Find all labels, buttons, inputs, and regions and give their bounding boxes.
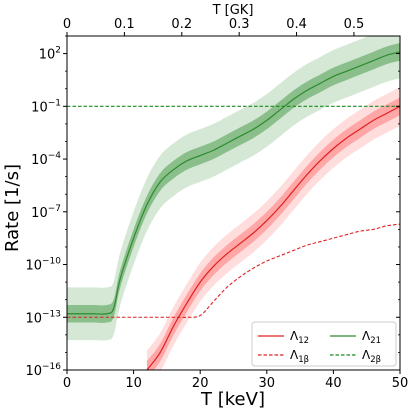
- x2-tick-label: 0.1: [114, 17, 135, 32]
- x-tick-label: 40: [325, 376, 342, 391]
- x-tick-label: 20: [192, 376, 209, 391]
- y-tick-label: 10−10: [25, 257, 61, 274]
- legend: Λ12 Λ21 Λ1β Λ2β: [251, 321, 397, 367]
- legend-label: Λ12: [290, 329, 309, 346]
- x-axis-title: T [keV]: [200, 389, 265, 410]
- y-tick-label: 10−4: [31, 151, 61, 168]
- uncertainty-bands: [67, 36, 400, 370]
- x2-tick-label: 0.3: [229, 17, 250, 32]
- y-tick-label: 10−7: [31, 204, 61, 221]
- x2-axis-title: T [GK]: [212, 3, 254, 18]
- legend-label: Λ2β: [362, 348, 381, 365]
- legend-label: Λ21: [362, 329, 381, 346]
- y-tick-label: 10−16: [25, 362, 61, 379]
- x-tick-label: 0: [63, 376, 71, 391]
- plot-border: [66, 35, 401, 371]
- legend-box: [251, 321, 397, 367]
- x-tick-label: 30: [259, 376, 276, 391]
- x2-tick-label: 0.4: [286, 17, 307, 32]
- x-tick-label: 10: [125, 376, 142, 391]
- plot-frame: [66, 35, 401, 371]
- series-line-1-2: [67, 223, 400, 318]
- series-line-21-0: [67, 51, 400, 315]
- band-outer-21-0: [67, 36, 400, 341]
- y-axis-title: Rate [1/s]: [2, 164, 23, 252]
- legend-label: Λ1β: [290, 348, 309, 365]
- x-tick-label: 50: [392, 376, 409, 391]
- x2-tick-label: 0.2: [171, 17, 192, 32]
- band-inner-21-0: [67, 43, 400, 323]
- series-line-12-1: [146, 105, 400, 370]
- series-lines: [67, 51, 400, 370]
- axis-ticks: 0 10 20 30 40 50 0 0.1 0.2 0.3 0.4 0.5 102 10−1 10−4 10…: [25, 17, 408, 391]
- x2-tick-label: 0: [63, 17, 71, 32]
- y-tick-label: 102: [39, 46, 61, 63]
- x2-tick-label: 0.5: [344, 17, 365, 32]
- band-inner-12-1: [146, 97, 400, 370]
- band-outer-12-1: [146, 86, 400, 370]
- y-tick-label: 10−13: [25, 309, 61, 326]
- y-tick-label: 10−1: [31, 98, 61, 115]
